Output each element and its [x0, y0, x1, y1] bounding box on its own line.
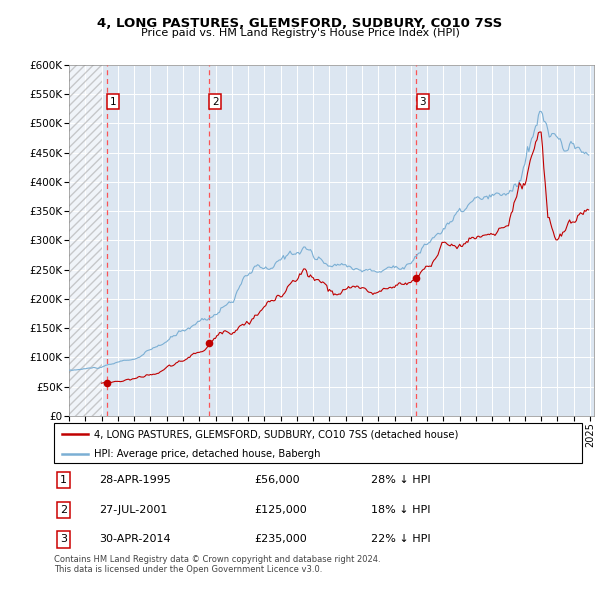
Text: 4, LONG PASTURES, GLEMSFORD, SUDBURY, CO10 7SS: 4, LONG PASTURES, GLEMSFORD, SUDBURY, CO… — [97, 17, 503, 30]
Text: £56,000: £56,000 — [254, 475, 300, 485]
Text: 1: 1 — [60, 475, 67, 485]
Text: HPI: Average price, detached house, Babergh: HPI: Average price, detached house, Babe… — [94, 448, 320, 458]
Text: 27-JUL-2001: 27-JUL-2001 — [99, 504, 167, 514]
Text: Contains HM Land Registry data © Crown copyright and database right 2024.
This d: Contains HM Land Registry data © Crown c… — [54, 555, 380, 574]
Text: 28-APR-1995: 28-APR-1995 — [99, 475, 171, 485]
Text: 30-APR-2014: 30-APR-2014 — [99, 535, 170, 545]
Text: £235,000: £235,000 — [254, 535, 307, 545]
Text: 4, LONG PASTURES, GLEMSFORD, SUDBURY, CO10 7SS (detached house): 4, LONG PASTURES, GLEMSFORD, SUDBURY, CO… — [94, 430, 458, 440]
Text: 3: 3 — [419, 97, 426, 107]
Text: £125,000: £125,000 — [254, 504, 307, 514]
Text: 18% ↓ HPI: 18% ↓ HPI — [371, 504, 430, 514]
Text: Price paid vs. HM Land Registry's House Price Index (HPI): Price paid vs. HM Land Registry's House … — [140, 28, 460, 38]
Text: 3: 3 — [60, 535, 67, 545]
Text: 2: 2 — [60, 504, 67, 514]
Bar — [69, 65, 101, 416]
Text: 22% ↓ HPI: 22% ↓ HPI — [371, 535, 430, 545]
Text: 1: 1 — [110, 97, 116, 107]
Text: 2: 2 — [212, 97, 218, 107]
Text: 28% ↓ HPI: 28% ↓ HPI — [371, 475, 430, 485]
